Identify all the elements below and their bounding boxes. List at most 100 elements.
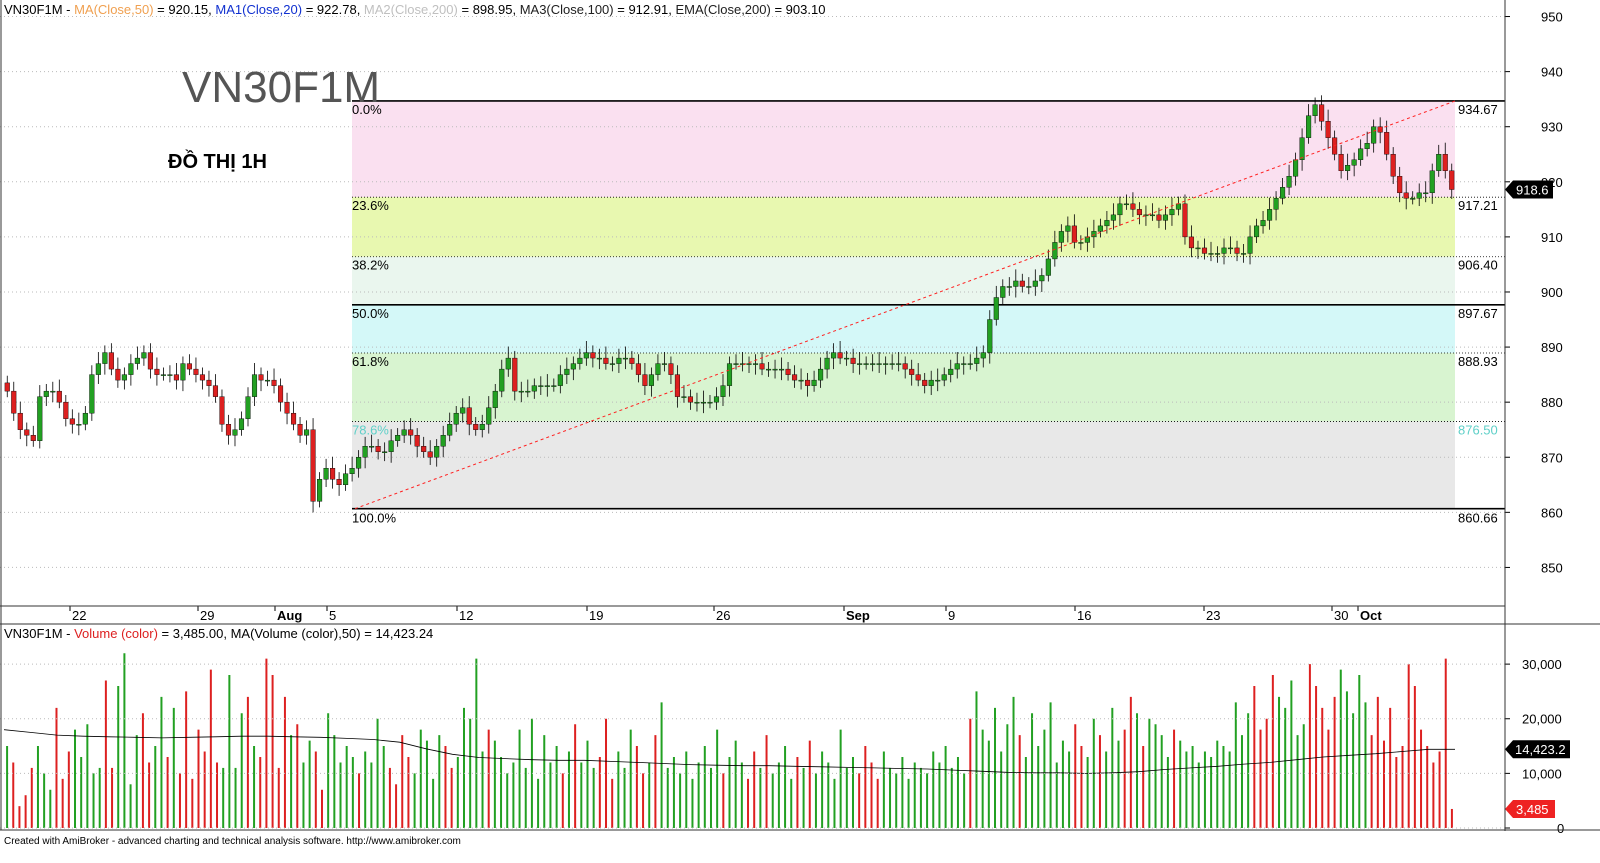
candle-body	[596, 357, 602, 360]
fib-levels: 0.0% 934.67 23.6% 917.21 38.2% 906.40 50.0% 897…	[352, 100, 1505, 526]
candle-body	[564, 368, 570, 375]
price-header: VN30F1M - MA(Close,50) = 920.15, MA1(Clo…	[4, 2, 825, 17]
price-tick-label: 850	[1541, 560, 1563, 575]
candle-body	[317, 479, 323, 502]
volume-header: VN30F1M - Volume (color) = 3,485.00, MA(…	[4, 626, 433, 641]
candle-body	[889, 363, 895, 365]
candle-body	[1306, 115, 1312, 138]
candle-body	[1397, 176, 1403, 194]
fib-price-label: 888.93	[1458, 354, 1498, 369]
candle-body	[668, 363, 674, 375]
ma20-label: MA1(Close,20)	[215, 2, 302, 17]
candle-body	[1117, 203, 1123, 216]
candle-body	[50, 390, 56, 393]
volume-tick-label: 10,000	[1522, 766, 1562, 781]
candle-body	[1325, 120, 1331, 138]
candle-body	[1188, 236, 1195, 249]
volume-ma-label: MA(Volume (color),50)	[231, 626, 361, 641]
candle-body	[1390, 154, 1396, 177]
candle-body	[1019, 280, 1025, 287]
candle-body	[805, 379, 811, 386]
candle-body	[258, 374, 264, 381]
candle-body	[902, 363, 908, 370]
candle-body	[206, 379, 212, 386]
candle-body	[199, 374, 205, 381]
time-tick-label: 30	[1334, 608, 1348, 623]
candle-body	[752, 363, 759, 365]
candle-body	[251, 374, 258, 397]
candle-body	[798, 379, 804, 382]
candle-body	[232, 429, 238, 436]
candle-body	[544, 385, 550, 387]
candle-body	[1026, 286, 1032, 288]
watermark-title: VN30F1M	[182, 63, 380, 112]
time-tick-label: 22	[72, 608, 86, 623]
candle-body	[219, 396, 225, 425]
candle-body	[948, 368, 954, 375]
candle-body	[694, 401, 700, 404]
candle-body	[1182, 203, 1188, 238]
candle-body	[570, 363, 576, 370]
time-tick-label: 23	[1206, 608, 1220, 623]
candle-body	[577, 357, 583, 364]
candle-body	[831, 352, 837, 359]
candle-body	[1221, 247, 1227, 254]
candle-body	[1201, 247, 1208, 254]
candle-body	[362, 446, 368, 458]
candle-body	[264, 379, 271, 382]
candle-body	[1345, 165, 1351, 171]
time-tick-label: 5	[329, 608, 336, 623]
candle-body	[1286, 176, 1292, 188]
volume-ma-marker	[1505, 740, 1570, 759]
candle-body	[993, 297, 999, 320]
candle-body	[102, 352, 108, 364]
candle-body	[1032, 280, 1038, 287]
candle-body	[844, 357, 850, 360]
candle-body	[661, 363, 667, 365]
price-tick-label: 880	[1541, 395, 1563, 410]
candle-body	[772, 368, 778, 371]
price-tick-label: 890	[1541, 340, 1563, 355]
time-tick-label: 12	[459, 608, 473, 623]
candle-body	[857, 363, 863, 365]
candle-body	[1234, 247, 1240, 254]
volume-tick-label: 20,000	[1522, 712, 1562, 727]
candle-body	[76, 424, 82, 426]
candle-body	[1195, 247, 1201, 250]
fib-band	[352, 304, 1455, 353]
candle-body	[1065, 225, 1071, 232]
fib-price-label: 860.66	[1458, 511, 1498, 526]
candle-body	[700, 401, 707, 404]
candle-body	[245, 396, 251, 419]
fib-pct-label: 23.6%	[352, 198, 389, 213]
last-volume-label: 3,485	[1516, 802, 1549, 817]
candle-body	[603, 357, 609, 364]
candle-body	[980, 352, 986, 359]
volume-tick-label: 0	[1557, 821, 1564, 836]
candle-body	[954, 363, 960, 370]
candle-body	[1351, 159, 1357, 166]
volume-header-symbol: VN30F1M	[4, 626, 63, 641]
candle-body	[11, 390, 17, 414]
volume-label: Volume (color)	[74, 626, 158, 641]
fib-price-label: 876.50	[1458, 422, 1498, 437]
candle-body	[1293, 159, 1299, 177]
candle-body	[922, 379, 928, 386]
fib-price-label: 917.21	[1458, 198, 1498, 213]
fib-band	[352, 352, 1455, 422]
fib-pct-label: 0.0%	[352, 102, 382, 117]
candle-body	[642, 374, 648, 386]
candle-body	[505, 357, 511, 370]
candle-body	[1104, 220, 1110, 227]
fib-band	[352, 421, 1455, 509]
candle-body	[707, 401, 713, 404]
ma100-value: 912.91	[628, 2, 668, 17]
candle-body	[356, 457, 362, 469]
candle-body	[1045, 258, 1051, 276]
last-price-label: 918.6	[1516, 183, 1549, 198]
candle-body	[284, 401, 290, 414]
candle-body	[466, 407, 472, 425]
candle-body	[518, 390, 524, 393]
candle-body	[935, 379, 941, 382]
candle-body	[622, 357, 628, 360]
